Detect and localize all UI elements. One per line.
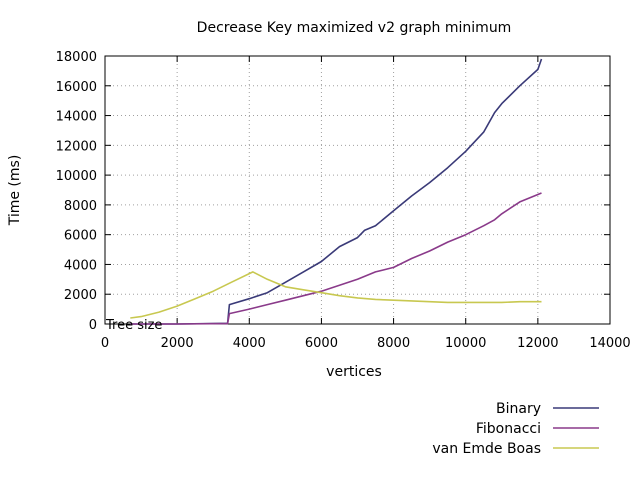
plot-frame bbox=[104, 55, 611, 325]
x-tick-label: 12000 bbox=[517, 336, 558, 351]
x-tick-label: 8000 bbox=[377, 336, 410, 351]
y-tick-label: 2000 bbox=[64, 288, 97, 303]
series-line-binary bbox=[130, 58, 543, 325]
x-tick-label: 10000 bbox=[445, 336, 486, 351]
series-lines bbox=[130, 58, 543, 325]
legend: Binary Fibonacci van Emde Boas bbox=[432, 401, 599, 457]
y-tick-label: 18000 bbox=[56, 50, 97, 65]
y-tick-label: 10000 bbox=[56, 169, 97, 184]
series-line-van-emde-boas bbox=[130, 271, 542, 319]
y-tick-label: 8000 bbox=[64, 199, 97, 214]
y-tick-label: 0 bbox=[89, 318, 97, 333]
axes: 0 2000 4000 6000 8000 10000 12000 14000 16000 180… bbox=[56, 50, 631, 351]
y-tick-label: 12000 bbox=[56, 139, 97, 154]
legend-label: van Emde Boas bbox=[432, 441, 541, 457]
y-tick-label: 14000 bbox=[56, 110, 97, 125]
y-axis-label: Time (ms) bbox=[7, 155, 23, 227]
legend-label: Binary bbox=[496, 401, 541, 417]
x-tick-label: 14000 bbox=[589, 336, 630, 351]
x-tick-label: 4000 bbox=[233, 336, 266, 351]
x-axis-label: vertices bbox=[326, 364, 382, 380]
annotation-tree-size: Tree size bbox=[105, 318, 162, 333]
x-tick-label: 6000 bbox=[305, 336, 338, 351]
y-tick-label: 16000 bbox=[56, 80, 97, 95]
y-tick-label: 6000 bbox=[64, 229, 97, 244]
x-tick-label: 2000 bbox=[161, 336, 194, 351]
x-tick-label: 0 bbox=[101, 336, 109, 351]
chart-title: Decrease Key maximized v2 graph minimum bbox=[197, 20, 512, 36]
grid bbox=[105, 56, 610, 324]
y-tick-label: 4000 bbox=[64, 258, 97, 273]
series-line-fibonacci bbox=[130, 192, 542, 325]
legend-label: Fibonacci bbox=[476, 421, 541, 437]
